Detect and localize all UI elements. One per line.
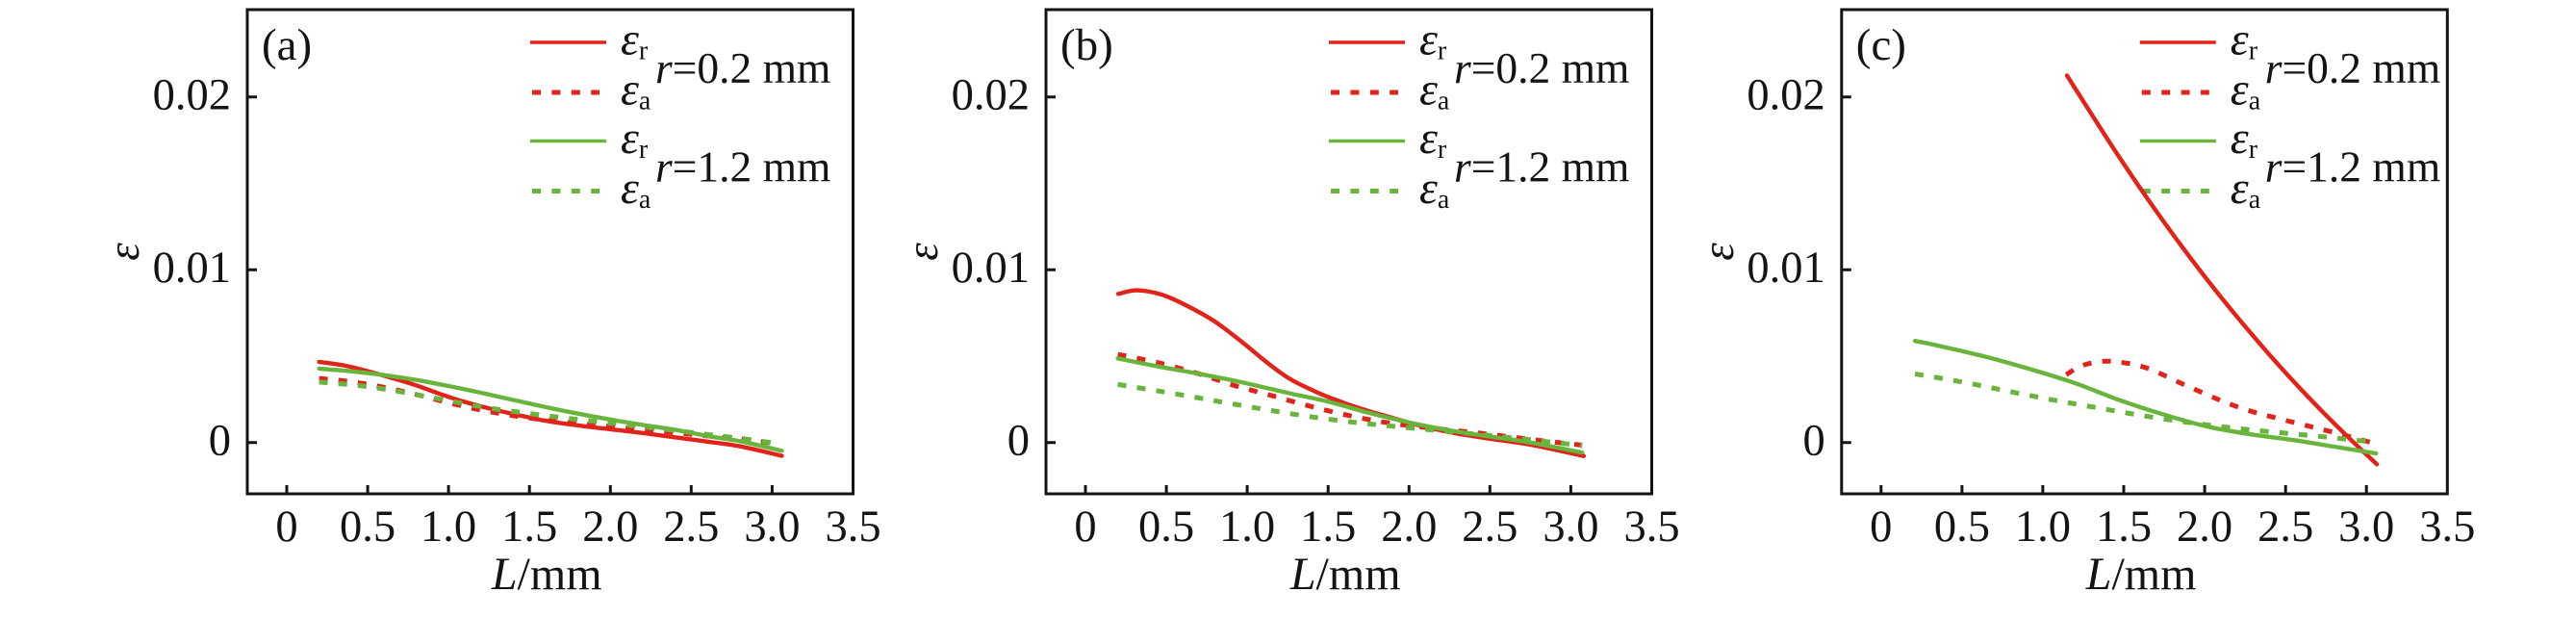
svg-text:εa: εa — [621, 64, 651, 116]
svg-text:0: 0 — [209, 416, 231, 465]
svg-text:2.5: 2.5 — [1462, 502, 1518, 552]
svg-text:0: 0 — [275, 502, 297, 552]
svg-text:0: 0 — [1074, 502, 1096, 552]
svg-text:εa: εa — [2231, 163, 2261, 215]
svg-text:1.5: 1.5 — [1300, 502, 1356, 552]
svg-text:0.5: 0.5 — [340, 502, 395, 552]
svg-text:L/mm: L/mm — [2085, 549, 2197, 600]
svg-text:3.5: 3.5 — [2419, 502, 2475, 552]
svg-text:2.5: 2.5 — [663, 502, 719, 552]
svg-text:0.01: 0.01 — [1747, 244, 1824, 293]
svg-text:0: 0 — [1870, 502, 1892, 552]
svg-text:L/mm: L/mm — [491, 549, 602, 600]
svg-text:r=0.2 mm: r=0.2 mm — [2265, 43, 2440, 92]
svg-text:r=1.2 mm: r=1.2 mm — [2265, 142, 2440, 192]
svg-text:1.0: 1.0 — [421, 502, 476, 552]
svg-text:3.0: 3.0 — [744, 502, 800, 552]
svg-text:0.01: 0.01 — [153, 244, 231, 293]
svg-text:ε: ε — [1694, 243, 1744, 261]
svg-text:3.0: 3.0 — [1543, 502, 1598, 552]
svg-text:εa: εa — [621, 163, 651, 215]
svg-text:εa: εa — [1419, 163, 1450, 215]
svg-text:εr: εr — [2231, 113, 2258, 165]
svg-text:εa: εa — [1419, 64, 1450, 116]
svg-text:0.02: 0.02 — [952, 70, 1030, 119]
svg-text:εr: εr — [1419, 14, 1447, 66]
svg-text:r=0.2 mm: r=0.2 mm — [1454, 43, 1629, 92]
svg-text:2.0: 2.0 — [1381, 502, 1437, 552]
svg-text:1.0: 1.0 — [2015, 502, 2071, 552]
svg-text:3.0: 3.0 — [2338, 502, 2394, 552]
svg-text:εr: εr — [1419, 113, 1447, 165]
svg-text:εa: εa — [2231, 64, 2261, 116]
svg-text:1.0: 1.0 — [1219, 502, 1275, 552]
svg-text:0: 0 — [1803, 416, 1825, 465]
svg-text:2.0: 2.0 — [2177, 502, 2232, 552]
svg-text:(a): (a) — [262, 20, 312, 70]
svg-text:1.5: 1.5 — [2096, 502, 2152, 552]
svg-text:1.5: 1.5 — [501, 502, 557, 552]
svg-text:2.0: 2.0 — [582, 502, 638, 552]
svg-text:ε: ε — [898, 243, 948, 261]
svg-text:0: 0 — [1007, 416, 1030, 465]
svg-text:r=0.2 mm: r=0.2 mm — [655, 43, 830, 92]
svg-text:(b): (b) — [1060, 20, 1113, 70]
svg-text:2.5: 2.5 — [2257, 502, 2313, 552]
svg-text:3.5: 3.5 — [1623, 502, 1679, 552]
svg-text:0.01: 0.01 — [952, 244, 1030, 293]
svg-text:L/mm: L/mm — [1289, 549, 1401, 600]
svg-text:εr: εr — [621, 14, 649, 66]
svg-text:ε: ε — [99, 243, 149, 261]
svg-text:0.5: 0.5 — [1138, 502, 1194, 552]
svg-text:r=1.2 mm: r=1.2 mm — [655, 142, 830, 192]
svg-text:r=1.2 mm: r=1.2 mm — [1454, 142, 1629, 192]
svg-text:0.5: 0.5 — [1934, 502, 1990, 552]
svg-text:0.02: 0.02 — [153, 70, 231, 119]
svg-text:εr: εr — [2231, 14, 2258, 66]
svg-text:(c): (c) — [1856, 20, 1906, 70]
svg-text:0.02: 0.02 — [1747, 70, 1824, 119]
svg-text:εr: εr — [621, 113, 649, 165]
svg-text:3.5: 3.5 — [825, 502, 880, 552]
